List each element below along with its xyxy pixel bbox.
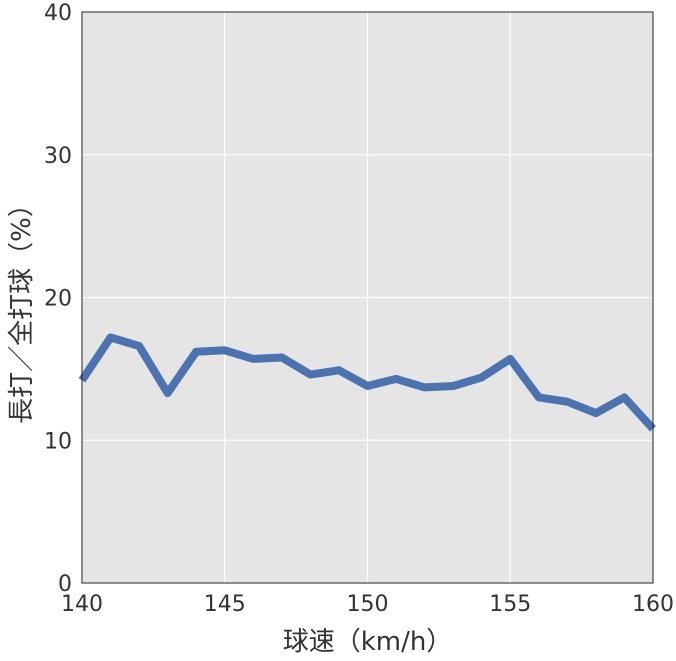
plot-frame (81, 11, 654, 584)
x-tick-label: 155 (489, 592, 531, 617)
x-tick-label: 160 (632, 592, 674, 617)
x-axis-title: 球速（km/h） (283, 627, 453, 657)
y-tick-label: 20 (44, 287, 72, 312)
x-tick-label: 145 (204, 592, 246, 617)
y-tick-label: 0 (58, 572, 72, 597)
y-tick-label: 30 (44, 144, 72, 169)
x-tick-label: 140 (61, 592, 103, 617)
series-line (78, 333, 656, 432)
y-tick-label: 40 (44, 1, 72, 26)
x-axis-ticks: 140 145 150 155 160 (61, 592, 674, 617)
y-axis-ticks: 0 10 20 30 40 (44, 1, 72, 597)
x-tick-label: 150 (347, 592, 389, 617)
y-tick-label: 10 (44, 429, 72, 454)
y-axis-title: 長打／全打球（%） (7, 191, 37, 424)
